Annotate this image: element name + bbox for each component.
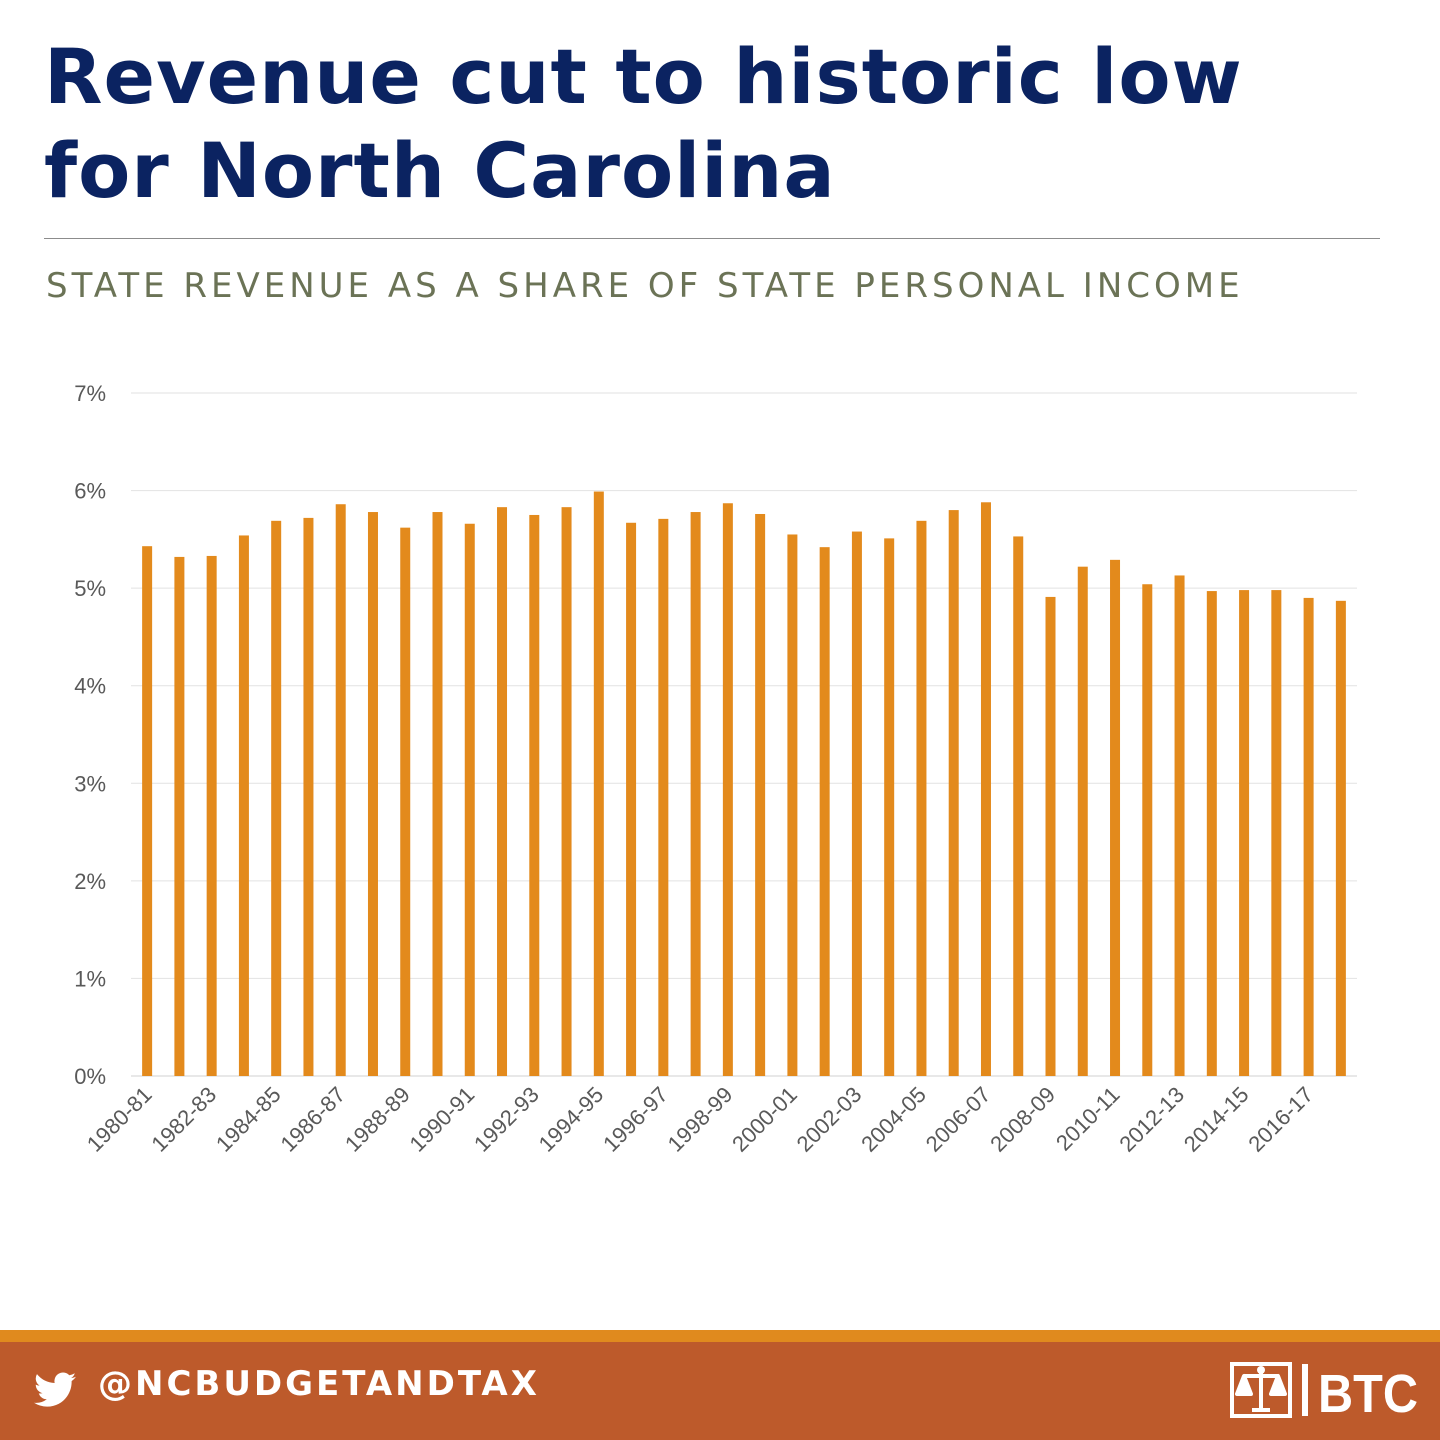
page-title: Revenue cut to historic low for North Ca… [44,30,1404,218]
title-line-1: Revenue cut to historic low [44,32,1243,121]
x-tick-label: 2008-09 [985,1082,1060,1157]
bar [1045,596,1056,1076]
bar [948,510,959,1076]
bar [303,517,314,1076]
x-tick-label: 1992-93 [469,1082,544,1157]
x-tick-label: 1994-95 [534,1082,609,1157]
x-tick-label: 2002-03 [792,1082,867,1157]
bar [722,503,733,1076]
x-tick-label: 1984-85 [211,1082,286,1157]
x-tick-label: 2006-07 [921,1082,996,1157]
y-tick-label: 0% [74,1064,106,1089]
x-tick-label: 2004-05 [856,1082,931,1157]
x-tick-label: 2010-11 [1051,1082,1125,1156]
bar [400,527,411,1076]
bar [497,507,508,1076]
bar [367,512,378,1076]
bar [271,520,282,1076]
btc-logo: BTC [1230,1362,1418,1420]
y-tick-label: 6% [74,479,106,504]
bar [658,518,669,1076]
bar [1142,584,1153,1076]
bar [529,514,540,1076]
bar [626,522,637,1076]
bar [1110,559,1121,1076]
bar [1013,536,1024,1076]
x-tick-label: 1990-91 [405,1082,480,1157]
bar [335,504,346,1076]
scales-of-justice-icon [1230,1362,1292,1418]
bar [464,523,475,1076]
bar-series [142,491,1346,1077]
bar [690,512,701,1076]
bar [1077,566,1088,1076]
x-tick-label: 2014-15 [1179,1082,1254,1157]
bar [238,535,249,1076]
bar [1271,590,1282,1076]
bar [1303,597,1314,1076]
x-tick-label: 1982-83 [146,1082,221,1157]
y-tick-label: 2% [74,869,106,894]
footer-stripe [0,1330,1440,1342]
bar [787,534,798,1076]
y-tick-label: 1% [74,966,106,991]
x-axis: 1980-811982-831984-851986-871988-891990-… [82,1082,1318,1157]
logo-text: BTC [1318,1364,1418,1420]
bar [1174,575,1185,1076]
x-tick-label: 1998-99 [663,1082,738,1157]
y-tick-label: 7% [74,381,106,406]
x-tick-label: 1988-89 [340,1082,415,1157]
bar [1335,600,1346,1076]
x-tick-label: 2016-17 [1243,1082,1318,1157]
y-tick-label: 5% [74,576,106,601]
revenue-bar-chart: 0%1%2%3%4%5%6%7% 1980-811982-831984-8519… [74,381,1357,1157]
x-tick-label: 1996-97 [598,1082,673,1157]
x-tick-label: 1980-81 [82,1082,157,1157]
bar [819,547,830,1076]
y-tick-label: 3% [74,771,106,796]
bar [593,491,604,1077]
bar [884,538,895,1076]
footer-bar: @NCBUDGETANDTAX BTC [0,1342,1440,1440]
title-line-2: for North Carolina [44,126,836,215]
y-tick-label: 4% [74,674,106,699]
title-divider [44,238,1380,239]
bar [980,502,991,1076]
bar [755,513,766,1076]
twitter-bird-icon[interactable] [34,1372,76,1408]
x-tick-label: 1986-87 [275,1082,350,1157]
y-axis: 0% 1% 2% 3% 4% 5% 6% 7% [74,381,106,1089]
logo-divider [1302,1364,1308,1416]
bar [1239,590,1250,1076]
chart-subtitle: STATE REVENUE AS A SHARE OF STATE PERSON… [46,266,1244,306]
bar [142,546,153,1076]
gridlines [131,392,1357,1077]
x-tick-label: 2000-01 [727,1082,802,1157]
bar [432,512,443,1076]
bar [561,507,572,1076]
bar [174,556,185,1076]
bar [851,531,862,1076]
x-tick-label: 2012-13 [1114,1082,1189,1157]
bar [206,555,217,1076]
twitter-handle[interactable]: @NCBUDGETANDTAX [98,1364,540,1404]
bar [1206,591,1217,1076]
bar [916,520,927,1076]
